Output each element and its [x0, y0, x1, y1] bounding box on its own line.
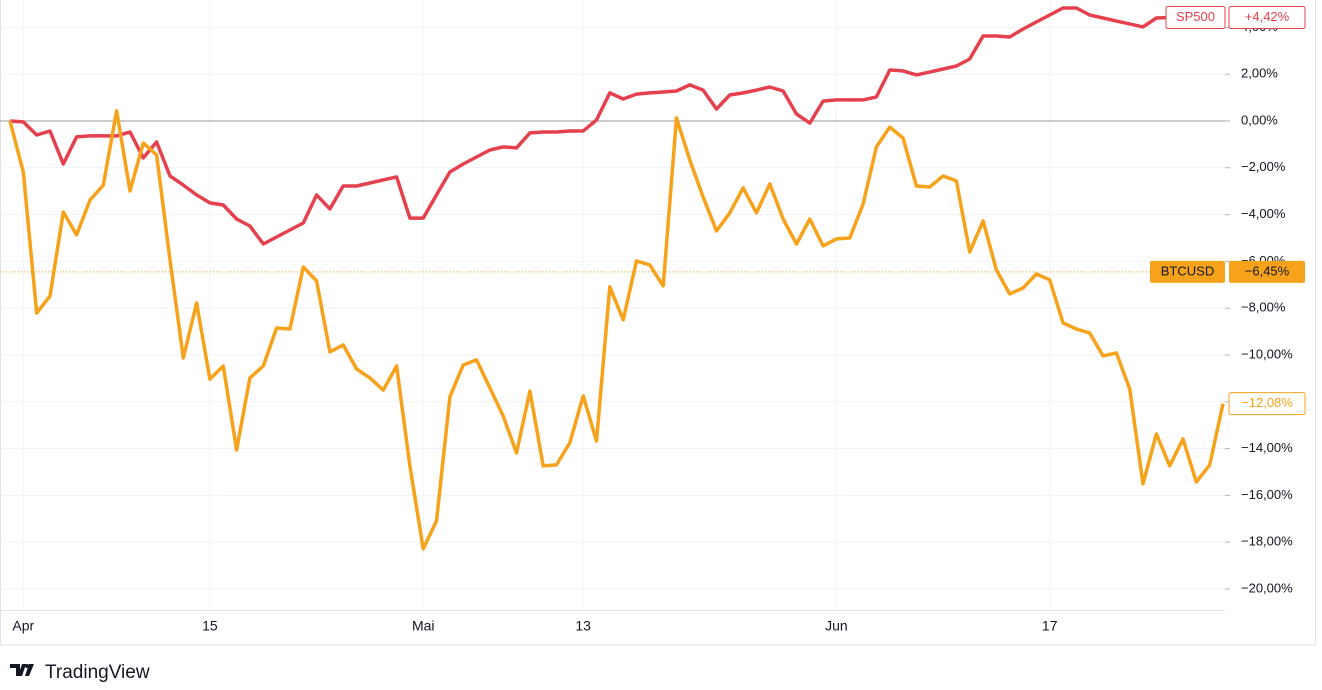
- legend-name: SP500: [1176, 9, 1215, 24]
- y-tick-label: −8,00%: [1241, 300, 1286, 315]
- legend-name-box: [1165, 6, 1226, 30]
- last-value-box: [1228, 6, 1306, 30]
- y-tick-label: 0,00%: [1241, 112, 1278, 127]
- marker-name-box: [1150, 260, 1225, 283]
- marker-value-box: [1229, 260, 1305, 283]
- y-tick-label: −18,00%: [1241, 534, 1293, 549]
- y-tick-label: −4,00%: [1241, 206, 1286, 221]
- y-tick-label: −16,00%: [1241, 487, 1293, 502]
- marker-name: BTCUSD: [1161, 263, 1214, 278]
- x-tick-label: Jun: [825, 618, 848, 634]
- brand-logo: [10, 664, 34, 676]
- y-tick-label: 2,00%: [1241, 66, 1278, 81]
- series-line: [9, 6, 1223, 246]
- x-tick-label: Mai: [412, 618, 435, 634]
- last-value-box: [1228, 392, 1306, 416]
- x-tick-label: 13: [575, 618, 591, 634]
- x-tick-label: Apr: [12, 618, 34, 634]
- frame: [0, 0, 1316, 646]
- y-tick-label: −14,00%: [1241, 440, 1293, 455]
- y-tick-label: −2,00%: [1241, 159, 1286, 174]
- y-tick-label: −10,00%: [1241, 346, 1293, 361]
- x-tick-label: 15: [202, 618, 218, 634]
- series-line: [8, 109, 1225, 551]
- last-value-label: −12,08%: [1241, 395, 1293, 410]
- last-value-label: +4,42%: [1245, 9, 1290, 24]
- y-tick-label: −20,00%: [1241, 580, 1293, 595]
- marker-value-label: −6,45%: [1245, 263, 1290, 278]
- x-tick-label: 17: [1042, 618, 1058, 634]
- brand-name: TradingView: [45, 662, 150, 683]
